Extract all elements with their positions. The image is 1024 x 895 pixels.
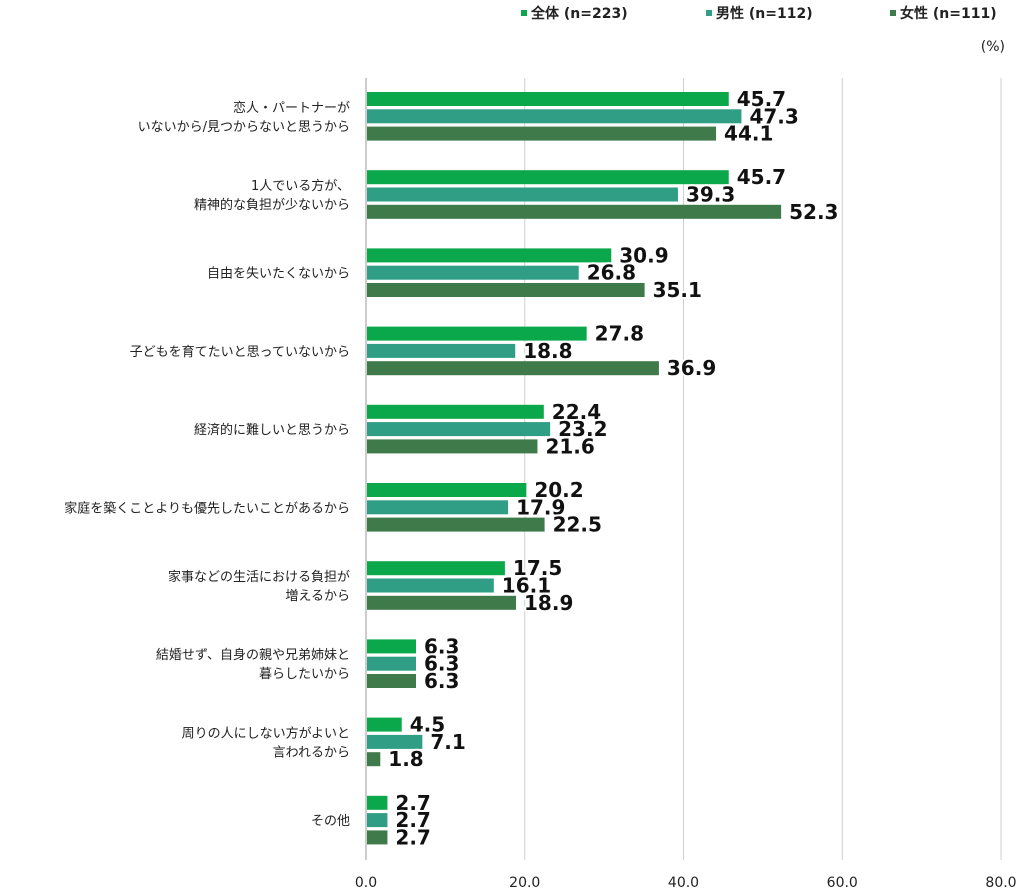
category-label: 精神的な負担が少ないから (194, 197, 350, 213)
category-label: 経済的に難しいと思うから (194, 422, 350, 438)
x-tick-label: 20.0 (509, 875, 540, 891)
value-label: 44.1 (724, 122, 773, 146)
value-label: 35.1 (653, 278, 702, 302)
value-label: 6.3 (424, 652, 459, 676)
bar (367, 248, 612, 263)
bar (367, 326, 587, 341)
bar (367, 595, 517, 610)
bar (367, 561, 505, 576)
bar (367, 109, 742, 124)
bar (367, 578, 494, 593)
value-label: 2.7 (395, 808, 430, 832)
category-label: 自由を失いたくないから (207, 267, 350, 282)
x-tick-label: 60.0 (827, 875, 858, 891)
value-label: 17.9 (516, 495, 565, 519)
category-label: 結婚せず、自身の親や兄弟姉妹と (156, 647, 350, 663)
bar (367, 717, 402, 732)
value-label: 2.7 (395, 791, 430, 815)
value-label: 45.7 (737, 165, 786, 189)
bar (367, 126, 717, 141)
value-label: 20.2 (534, 478, 583, 502)
bar (367, 187, 678, 202)
value-label: 22.5 (553, 513, 602, 537)
bar (367, 639, 417, 654)
x-tick-label: 40.0 (668, 875, 699, 891)
value-label: 4.5 (410, 713, 445, 737)
bar (367, 483, 527, 497)
value-label: 23.2 (558, 417, 607, 441)
category-label: 子どもを育てたいと思っていないから (130, 344, 350, 360)
value-label: 7.1 (430, 730, 465, 754)
bar (367, 265, 579, 280)
legend-label: 女性 (n=111) (900, 5, 997, 22)
value-label: 30.9 (619, 243, 668, 267)
category-label: 家事などの生活における負担が (168, 569, 350, 585)
value-label: 6.3 (424, 669, 459, 693)
legend-swatch (521, 10, 527, 16)
bar (367, 283, 645, 297)
bar (367, 343, 516, 358)
bar (367, 204, 782, 219)
legend-swatch (706, 10, 712, 16)
value-label: 52.3 (789, 200, 838, 224)
value-label: 22.4 (552, 400, 601, 424)
category-label: 増えるから (285, 589, 350, 604)
bar (367, 170, 729, 185)
x-tick-label: 0.0 (355, 875, 377, 891)
bar (367, 734, 423, 749)
value-label: 2.7 (395, 825, 430, 849)
bar (367, 404, 544, 419)
value-label: 26.8 (587, 261, 636, 285)
unit-label: (%) (981, 39, 1005, 55)
bar (367, 92, 729, 106)
value-label: 1.8 (388, 747, 423, 771)
value-label: 6.3 (424, 634, 459, 658)
value-label: 45.7 (737, 87, 786, 111)
x-tick-label: 80.0 (985, 875, 1016, 891)
legend-label: 男性 (n=112) (716, 5, 813, 22)
bar (367, 361, 659, 376)
category-label: いないから/見つからないと思うから (138, 120, 350, 135)
value-label: 17.5 (513, 556, 562, 580)
category-label: 言われるから (273, 745, 350, 760)
bar (367, 656, 417, 671)
bar (367, 830, 388, 845)
category-label: 恋人・パートナーが (233, 100, 350, 116)
value-label: 16.1 (502, 574, 551, 598)
category-label: 家庭を築くことよりも優先したいことがあるから (64, 500, 350, 516)
value-label: 36.9 (667, 356, 716, 380)
value-label: 39.3 (686, 183, 735, 207)
bar (367, 752, 381, 767)
bar (367, 500, 509, 515)
legend-swatch (890, 10, 896, 16)
legend-label: 全体 (n=223) (530, 5, 628, 22)
value-label: 18.9 (524, 591, 573, 615)
category-label: その他 (311, 814, 350, 829)
bar (367, 813, 388, 828)
category-label: 暮らしたいから (259, 667, 350, 682)
bar (367, 517, 545, 532)
category-label: 周りの人にしない方がよいと (182, 725, 350, 741)
bar (367, 674, 417, 688)
bar (367, 439, 538, 454)
value-label: 21.6 (545, 434, 594, 458)
category-label: 1人でいる方が、 (251, 178, 350, 194)
value-label: 18.8 (523, 339, 572, 363)
bar (367, 795, 388, 810)
bar (367, 422, 551, 437)
value-label: 47.3 (749, 104, 798, 128)
value-label: 27.8 (595, 322, 644, 346)
